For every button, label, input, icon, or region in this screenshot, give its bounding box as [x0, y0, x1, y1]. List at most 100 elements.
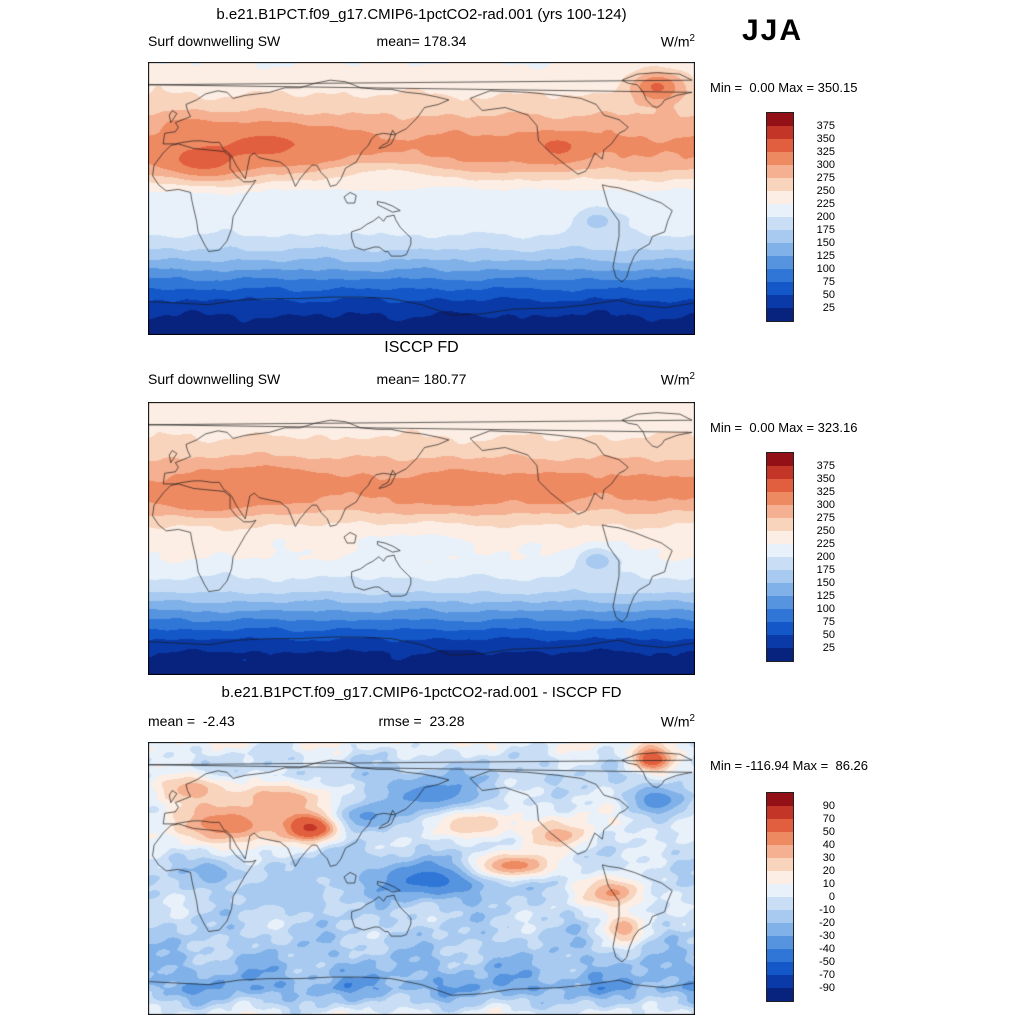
colorbar-box	[767, 492, 793, 505]
colorbar-box	[767, 544, 793, 557]
colorbar-tick-label: 40	[822, 839, 835, 851]
panel1-variable-label: Surf downwelling SW	[148, 33, 281, 49]
colorbar-tick-label: 375	[816, 460, 835, 472]
colorbar-box	[767, 256, 793, 269]
colorbar-tick-label: 25	[822, 302, 835, 314]
colorbar-tick-label: 70	[822, 813, 835, 825]
colorbar-box	[767, 845, 793, 858]
panel1-subheader: Surf downwelling SW mean= 178.34 W/m2	[148, 33, 695, 51]
colorbar-tick-label: 75	[822, 616, 835, 628]
panel1-title: b.e21.B1PCT.f09_g17.CMIP6-1pctCO2-rad.00…	[216, 6, 627, 23]
colorbar-box	[767, 113, 793, 126]
colorbar-box	[767, 583, 793, 596]
colorbar-tick-label: 25	[822, 642, 835, 654]
colorbar-box	[767, 871, 793, 884]
colorbar-box	[767, 910, 793, 923]
colorbar-tick-label: 20	[822, 865, 835, 877]
colorbar-box	[767, 505, 793, 518]
colorbar-box	[767, 139, 793, 152]
colorbar-tick-label: 90	[822, 800, 835, 812]
colorbar-tick-label: 175	[816, 224, 835, 236]
colorbar-box	[767, 962, 793, 975]
colorbar-tick-label: 250	[816, 185, 835, 197]
colorbar-box	[767, 204, 793, 217]
panel3-world-map	[148, 742, 695, 1015]
colorbar-tick-label: -40	[819, 943, 835, 955]
season-label: JJA	[742, 14, 804, 47]
colorbar-tick-label: 300	[816, 499, 835, 511]
panel3-mean-value: mean = -2.43	[148, 713, 235, 729]
colorbar-tick-label: 50	[822, 629, 835, 641]
panel1-mean-value: mean= 178.34	[376, 33, 467, 49]
colorbar-tick-label: 225	[816, 538, 835, 550]
colorbar-box	[767, 152, 793, 165]
colorbar-box	[767, 596, 793, 609]
colorbar-tick-label: 75	[822, 276, 835, 288]
colorbar-box	[767, 191, 793, 204]
colorbar-box	[767, 806, 793, 819]
panel2-world-map	[148, 402, 695, 675]
colorbar-tick-label: 375	[816, 120, 835, 132]
colorbar-box	[767, 858, 793, 871]
colorbar-box	[767, 936, 793, 949]
colorbar-box	[767, 923, 793, 936]
colorbar-tick-label: 350	[816, 133, 835, 145]
colorbar-tick-label: 275	[816, 512, 835, 524]
panel3-units-label: W/m2	[660, 713, 695, 730]
colorbar-box	[767, 988, 793, 1001]
colorbar-tick-label: 175	[816, 564, 835, 576]
panel3-title: b.e21.B1PCT.f09_g17.CMIP6-1pctCO2-rad.00…	[221, 684, 622, 701]
colorbar-box	[767, 832, 793, 845]
panel1-world-map	[148, 62, 695, 335]
panel2-subheader: Surf downwelling SW mean= 180.77 W/m2	[148, 371, 695, 389]
panel2-variable-label: Surf downwelling SW	[148, 371, 281, 387]
colorbar-box	[767, 282, 793, 295]
panel3-subheader: mean = -2.43 rmse = 23.28 W/m2	[148, 713, 695, 731]
colorbar-box	[767, 609, 793, 622]
colorbar-tick-label: 100	[816, 603, 835, 615]
colorbar-tick-label: -70	[819, 969, 835, 981]
colorbar-box	[767, 178, 793, 191]
colorbar-box	[767, 165, 793, 178]
colorbar-box	[767, 453, 793, 466]
colorbar-tick-label: -90	[819, 982, 835, 994]
colorbar-box	[767, 635, 793, 648]
colorbar-tick-label: 125	[816, 250, 835, 262]
colorbar-box	[767, 884, 793, 897]
panel1-units-label: W/m2	[660, 33, 695, 50]
panel2-colorbar: 375 350 325 300 275 250 225 200 175 150 125 100 75 50…	[766, 452, 835, 662]
panel3-colorbar: 90 70 50 40 30 20 10 0 -10 -20 -30 -40 -50 -70 -90	[766, 792, 835, 1002]
colorbar-tick-label: -30	[819, 930, 835, 942]
colorbar-tick-label: 200	[816, 211, 835, 223]
panel2-mean-value: mean= 180.77	[376, 371, 467, 387]
panel2-minmax-label: Min = 0.00 Max = 323.16	[710, 420, 858, 435]
colorbar-box	[767, 622, 793, 635]
colorbar-tick-label: 300	[816, 159, 835, 171]
colorbar-box	[767, 217, 793, 230]
colorbar-box	[767, 479, 793, 492]
colorbar-tick-label: 325	[816, 146, 835, 158]
colorbar-tick-label: 150	[816, 237, 835, 249]
colorbar-box	[767, 126, 793, 139]
colorbar-box	[767, 949, 793, 962]
colorbar-box	[767, 308, 793, 321]
colorbar-tick-label: -10	[819, 904, 835, 916]
colorbar-box	[767, 466, 793, 479]
colorbar-box	[767, 243, 793, 256]
panel1-minmax-label: Min = 0.00 Max = 350.15	[710, 80, 858, 95]
colorbar-tick-label: -20	[819, 917, 835, 929]
colorbar-box	[767, 557, 793, 570]
colorbar-box	[767, 648, 793, 661]
colorbar-box	[767, 269, 793, 282]
colorbar-tick-label: 30	[822, 852, 835, 864]
colorbar-box	[767, 295, 793, 308]
colorbar-box	[767, 897, 793, 910]
colorbar-tick-label: 225	[816, 198, 835, 210]
colorbar-tick-label: 50	[822, 826, 835, 838]
colorbar-box	[767, 531, 793, 544]
panel2-title: ISCCP FD	[384, 339, 459, 356]
colorbar-tick-label: 250	[816, 525, 835, 537]
colorbar-box	[767, 570, 793, 583]
colorbar-tick-label: 0	[828, 891, 835, 903]
